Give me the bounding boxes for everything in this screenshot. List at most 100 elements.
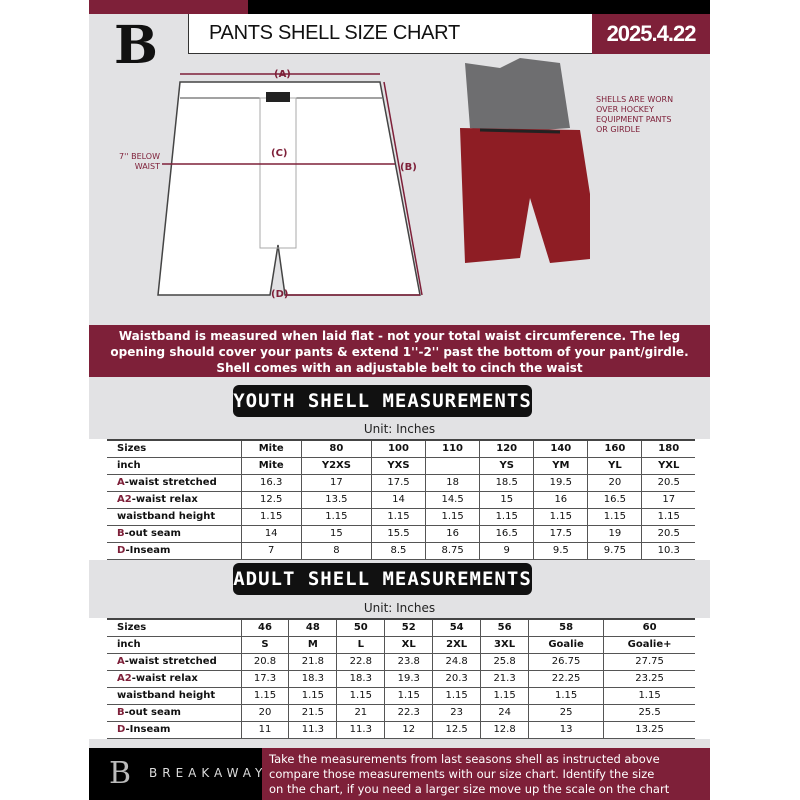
label-text: inch: [117, 460, 141, 471]
table-cell: 22.25: [528, 670, 604, 688]
table-cell: 22.8: [336, 653, 385, 671]
table-cell: 16.3: [240, 474, 302, 492]
table-cell: 60: [603, 618, 695, 637]
table-cell: YXS: [370, 457, 426, 475]
table-cell: 17: [641, 491, 695, 509]
table-cell: 23: [432, 704, 481, 722]
table-cell: 48: [288, 618, 337, 637]
table-cell: XL: [384, 636, 433, 654]
label-text: -waist relax: [131, 673, 198, 684]
table-cell: 8.75: [425, 542, 480, 560]
measure-key: A: [117, 477, 125, 488]
table-row: waistband height 1.15 1.15 1.15 1.15 1.15 1.15…: [107, 687, 695, 705]
youth-unit: Unit: Inches: [363, 422, 436, 436]
row-label: B-out seam: [107, 525, 241, 543]
measure-key: D: [117, 724, 126, 735]
table-cell: 22.3: [384, 704, 433, 722]
label-c: (C): [271, 148, 288, 159]
table-cell: 20.8: [240, 653, 289, 671]
date-badge: 2025.4.22: [592, 14, 710, 54]
table-cell: Mite: [240, 439, 302, 458]
table-cell: YXL: [641, 457, 695, 475]
footer-line: Take the measurements from last seasons …: [269, 752, 660, 766]
table-cell: 1.15: [528, 687, 604, 705]
table-cell: 12: [384, 721, 433, 739]
table-cell: 18.5: [479, 474, 534, 492]
table-row: B-out seam 14 15 15.5 16 16.5 17.5 19 20.5: [107, 525, 695, 543]
table-cell: 1.15: [288, 687, 337, 705]
table-cell: 16: [533, 491, 588, 509]
table-cell: 21.3: [480, 670, 529, 688]
table-row: B-out seam 20 21.5 21 22.3 23 24 25 25.5: [107, 704, 695, 722]
table-cell: 20: [240, 704, 289, 722]
table-cell: 21.5: [288, 704, 337, 722]
table-cell: 3XL: [480, 636, 529, 654]
table-cell: 17.5: [533, 525, 588, 543]
label-text: Sizes: [117, 622, 147, 634]
table-cell: YS: [479, 457, 534, 475]
table-cell: 25.8: [480, 653, 529, 671]
row-label: inch: [107, 457, 241, 475]
table-cell: 1.15: [480, 687, 529, 705]
table-cell: 1.15: [240, 687, 289, 705]
table-cell: 1.15: [336, 687, 385, 705]
table-cell: 19.3: [384, 670, 433, 688]
table-cell: 18.3: [288, 670, 337, 688]
top-bar: [248, 0, 710, 14]
table-cell: 1.15: [587, 508, 642, 526]
adult-title: ADULT SHELL MEASUREMENTS: [233, 563, 532, 595]
table-cell: 10.3: [641, 542, 695, 560]
label-text: inch: [117, 639, 141, 650]
table-cell: 14: [240, 525, 302, 543]
row-label: A2-waist relax: [107, 491, 241, 509]
instructions-band: Waistband is measured when laid flat - n…: [89, 325, 710, 377]
row-label: waistband height: [107, 687, 241, 705]
footer-instructions: Take the measurements from last seasons …: [262, 748, 710, 800]
adult-table-container: Sizes 46 48 50 52 54 56 58 60 inch S M L XL 2XL 3XL Goal…: [89, 618, 710, 739]
table-cell: 23.25: [603, 670, 695, 688]
table-cell: 1.15: [479, 508, 534, 526]
label-text: -Inseam: [125, 545, 171, 556]
table-cell: 11: [240, 721, 289, 739]
table-cell: Mite: [240, 457, 302, 475]
table-cell: 140: [533, 439, 588, 458]
table-cell: YL: [587, 457, 642, 475]
table-cell: 21.8: [288, 653, 337, 671]
label-b: (B): [400, 162, 417, 173]
table-cell: Y2XS: [300, 457, 372, 475]
table-cell: 17.5: [370, 474, 426, 492]
table-cell: 8: [300, 542, 372, 560]
table-cell: 12.5: [240, 491, 302, 509]
row-label: waistband height: [107, 508, 241, 526]
instruction-line: Waistband is measured when laid flat - n…: [118, 329, 681, 343]
table-row: Sizes 46 48 50 52 54 56 58 60: [107, 618, 695, 637]
table-cell: 24: [480, 704, 529, 722]
youth-table: Sizes Mite 80 100 110 120 140 160 180 inch Mite Y2X…: [107, 439, 695, 560]
table-row: D-Inseam 11 11.3 11.3 12 12.5 12.8 13 13.25: [107, 721, 695, 739]
table-cell: 54: [432, 618, 481, 637]
table-cell: 8.5: [370, 542, 426, 560]
table-cell: 11.3: [336, 721, 385, 739]
table-row: waistband height 1.15 1.15 1.15 1.15 1.15 1.15…: [107, 508, 695, 526]
table-cell: 11.3: [288, 721, 337, 739]
table-cell: 2XL: [432, 636, 481, 654]
table-cell: [425, 457, 480, 475]
measure-key: A2: [117, 494, 132, 505]
table-cell: 110: [425, 439, 480, 458]
table-cell: 1.15: [641, 508, 695, 526]
measure-key: B: [117, 707, 125, 718]
adult-table: Sizes 46 48 50 52 54 56 58 60 inch S M L XL 2XL 3XL Goal…: [107, 618, 695, 739]
table-cell: 21: [336, 704, 385, 722]
row-label: Sizes: [107, 439, 241, 458]
table-cell: 20.3: [432, 670, 481, 688]
table-cell: S: [240, 636, 289, 654]
measure-key: B: [117, 528, 125, 539]
table-cell: 1.15: [432, 687, 481, 705]
instruction-line: opening should cover your pants & extend…: [110, 345, 689, 359]
table-cell: 19: [587, 525, 642, 543]
table-cell: 80: [300, 439, 372, 458]
page-title: PANTS SHELL SIZE CHART: [188, 14, 592, 54]
table-cell: 52: [384, 618, 433, 637]
table-cell: Goalie+: [603, 636, 695, 654]
table-cell: 9: [479, 542, 534, 560]
